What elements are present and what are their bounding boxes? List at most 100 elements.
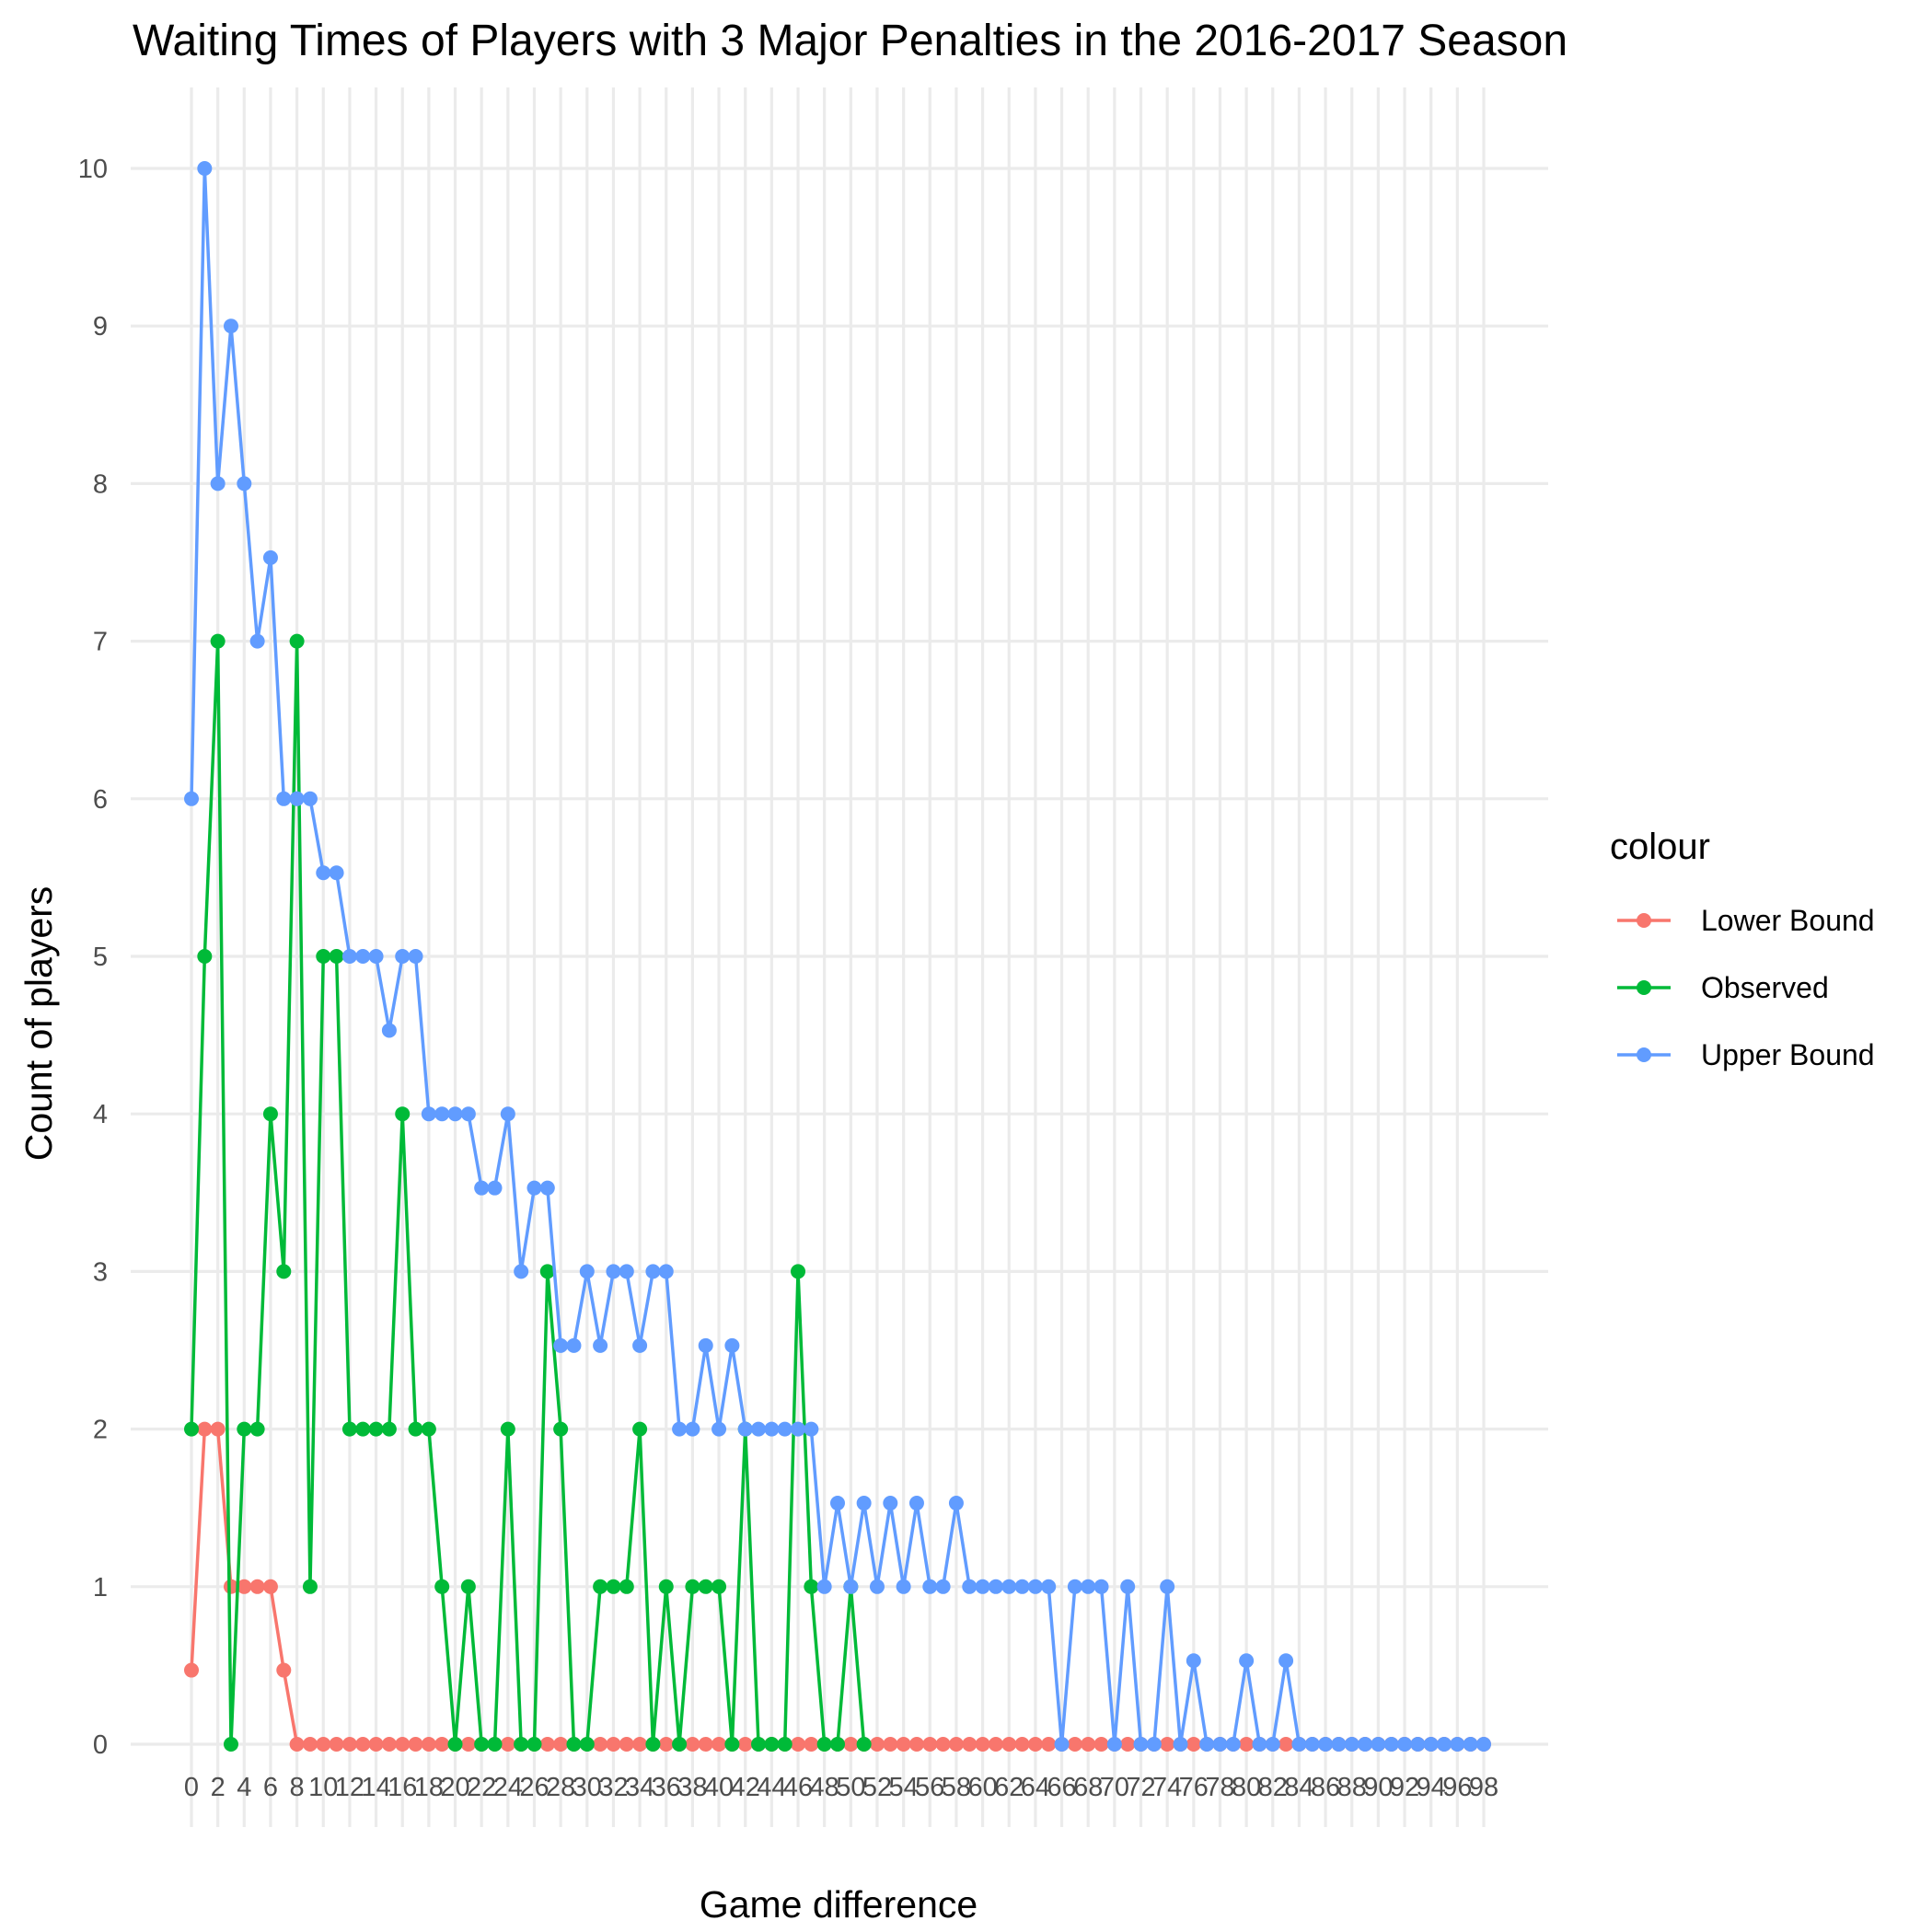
data-point-upper-bound [1383,1737,1399,1752]
legend: colour Lower Bound Observed Upper Bound [1610,827,1875,1071]
data-point-lower-bound [658,1737,674,1752]
data-point-upper-bound [1358,1737,1373,1752]
x-tick-label: 86 [1311,1773,1340,1802]
data-point-upper-bound [685,1421,700,1437]
x-tick-label: 26 [519,1773,549,1802]
data-point-observed [764,1737,780,1752]
x-tick-label: 82 [1258,1773,1288,1802]
x-tick-label: 40 [704,1773,734,1802]
data-point-upper-bound [1173,1737,1188,1752]
y-tick-label: 0 [93,1730,108,1760]
data-point-observed [685,1579,700,1594]
data-point-lower-bound [1081,1737,1096,1752]
data-point-lower-bound [791,1737,806,1752]
legend-items: Lower Bound Observed Upper Bound [1617,904,1875,1071]
data-point-upper-bound [988,1579,1003,1594]
x-tick-label: 74 [1152,1773,1182,1802]
x-tick-label: 42 [731,1773,760,1802]
data-point-lower-bound [539,1737,555,1752]
legend-label: Upper Bound [1701,1038,1875,1071]
data-point-upper-bound [1001,1579,1017,1594]
data-point-observed [804,1579,819,1594]
data-point-upper-bound [843,1579,859,1594]
x-tick-label: 60 [967,1773,997,1802]
data-point-upper-bound [1054,1737,1070,1752]
data-point-observed [210,633,226,649]
data-point-observed [408,1421,423,1437]
data-point-lower-bound [341,1737,357,1752]
data-point-lower-bound [1041,1737,1057,1752]
data-point-lower-bound [962,1737,978,1752]
data-point-lower-bound [1120,1737,1136,1752]
data-point-observed [487,1737,503,1752]
data-point-observed [566,1737,582,1752]
data-point-upper-bound [1239,1653,1255,1669]
x-tick-label: 14 [361,1773,390,1802]
x-tick-label: 0 [184,1773,199,1802]
data-point-upper-bound [316,865,331,881]
x-tick-label: 58 [942,1773,971,1802]
data-point-upper-bound [487,1180,503,1196]
data-point-lower-bound [1239,1737,1255,1752]
data-point-upper-bound [434,1106,450,1122]
data-point-upper-bound [1027,1579,1043,1594]
data-point-observed [223,1737,238,1752]
data-point-lower-bound [1001,1737,1017,1752]
data-point-lower-bound [935,1737,951,1752]
data-point-observed [355,1421,371,1437]
data-point-upper-bound [1014,1579,1030,1594]
data-point-upper-bound [1331,1737,1347,1752]
data-point-lower-bound [632,1737,648,1752]
data-point-lower-bound [302,1737,318,1752]
data-point-upper-bound [1344,1737,1359,1752]
x-tick-label: 12 [335,1773,364,1802]
data-point-lower-bound [843,1737,859,1752]
data-point-upper-bound [804,1421,819,1437]
data-point-observed [751,1737,767,1752]
data-point-observed [341,1421,357,1437]
x-tick-label: 50 [836,1773,865,1802]
data-point-upper-bound [553,1337,569,1353]
data-point-upper-bound [355,949,371,964]
data-point-lower-bound [381,1737,397,1752]
data-point-observed [276,1264,292,1279]
x-tick-label: 16 [388,1773,417,1802]
x-tick-label: 96 [1442,1773,1472,1802]
data-point-upper-bound [593,1337,608,1353]
data-point-upper-bound [632,1337,648,1353]
data-point-lower-bound [249,1579,265,1594]
data-point-upper-bound [1093,1579,1109,1594]
data-point-upper-bound [658,1264,674,1279]
series-line-observed [190,639,866,1746]
data-point-lower-bound [922,1737,938,1752]
legend-key-point [1637,913,1651,928]
data-point-observed [830,1737,845,1752]
x-axis-ticks: 0 2 4 6 8 10121416182022242628303234363840424… [184,1773,1498,1802]
data-point-observed [197,949,213,964]
legend-item-lower-bound: Lower Bound [1617,904,1875,937]
data-point-upper-bound [210,476,226,492]
data-point-lower-bound [698,1737,713,1752]
data-point-lower-bound [434,1737,450,1752]
data-point-upper-bound [1450,1737,1465,1752]
x-tick-label: 92 [1390,1773,1419,1802]
data-point-upper-bound [1437,1737,1452,1752]
data-point-upper-bound [408,949,423,964]
data-point-upper-bound [421,1106,436,1122]
x-tick-label: 76 [1179,1773,1209,1802]
legend-label: Lower Bound [1701,904,1875,937]
x-tick-label: 78 [1205,1773,1234,1802]
legend-item-upper-bound: Upper Bound [1617,1038,1875,1071]
data-point-upper-bound [1371,1737,1386,1752]
data-point-observed [514,1737,529,1752]
data-point-lower-bound [869,1737,885,1752]
data-point-observed [447,1737,463,1752]
data-point-lower-bound [1160,1737,1175,1752]
data-point-observed [593,1579,608,1594]
data-point-upper-bound [1067,1579,1082,1594]
data-point-observed [237,1421,252,1437]
data-point-observed [672,1737,688,1752]
data-point-upper-bound [368,949,384,964]
data-point-observed [262,1106,278,1122]
